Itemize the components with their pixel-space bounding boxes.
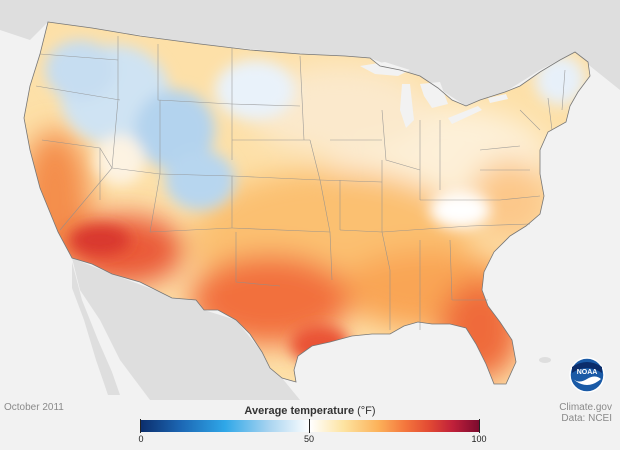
legend-color-bar bbox=[140, 420, 480, 432]
legend-tick-mark bbox=[309, 419, 310, 433]
legend-title-text: Average temperature bbox=[244, 405, 355, 417]
state-borders bbox=[35, 36, 566, 330]
credit-line-1: Climate.gov bbox=[559, 402, 612, 413]
legend-tick-50: 50 bbox=[303, 434, 315, 444]
lake-michigan bbox=[400, 84, 414, 128]
legend-title: Average temperature (°F) bbox=[140, 405, 480, 417]
canada-land bbox=[0, 0, 620, 106]
lake-ontario bbox=[488, 94, 508, 103]
lake-erie bbox=[448, 106, 482, 124]
legend-tick-mark bbox=[479, 419, 480, 433]
temperature-map bbox=[0, 0, 620, 400]
noaa-logo-icon: NOAA bbox=[569, 357, 605, 393]
bahamas bbox=[539, 357, 551, 363]
mexico-land bbox=[72, 258, 300, 400]
lake-huron bbox=[420, 82, 448, 108]
legend-unit: (°F) bbox=[357, 405, 376, 417]
source-credit: Climate.gov Data: NCEI bbox=[559, 402, 612, 424]
legend-tick-0: 0 bbox=[138, 434, 144, 444]
legend-tick-mark bbox=[140, 419, 141, 433]
legend-tick-100: 100 bbox=[471, 434, 487, 444]
credit-line-2: Data: NCEI bbox=[561, 413, 612, 424]
lake-superior bbox=[360, 62, 410, 76]
map-date: October 2011 bbox=[4, 402, 64, 413]
baja-peninsula bbox=[72, 262, 120, 395]
noaa-logo-text: NOAA bbox=[577, 369, 598, 376]
